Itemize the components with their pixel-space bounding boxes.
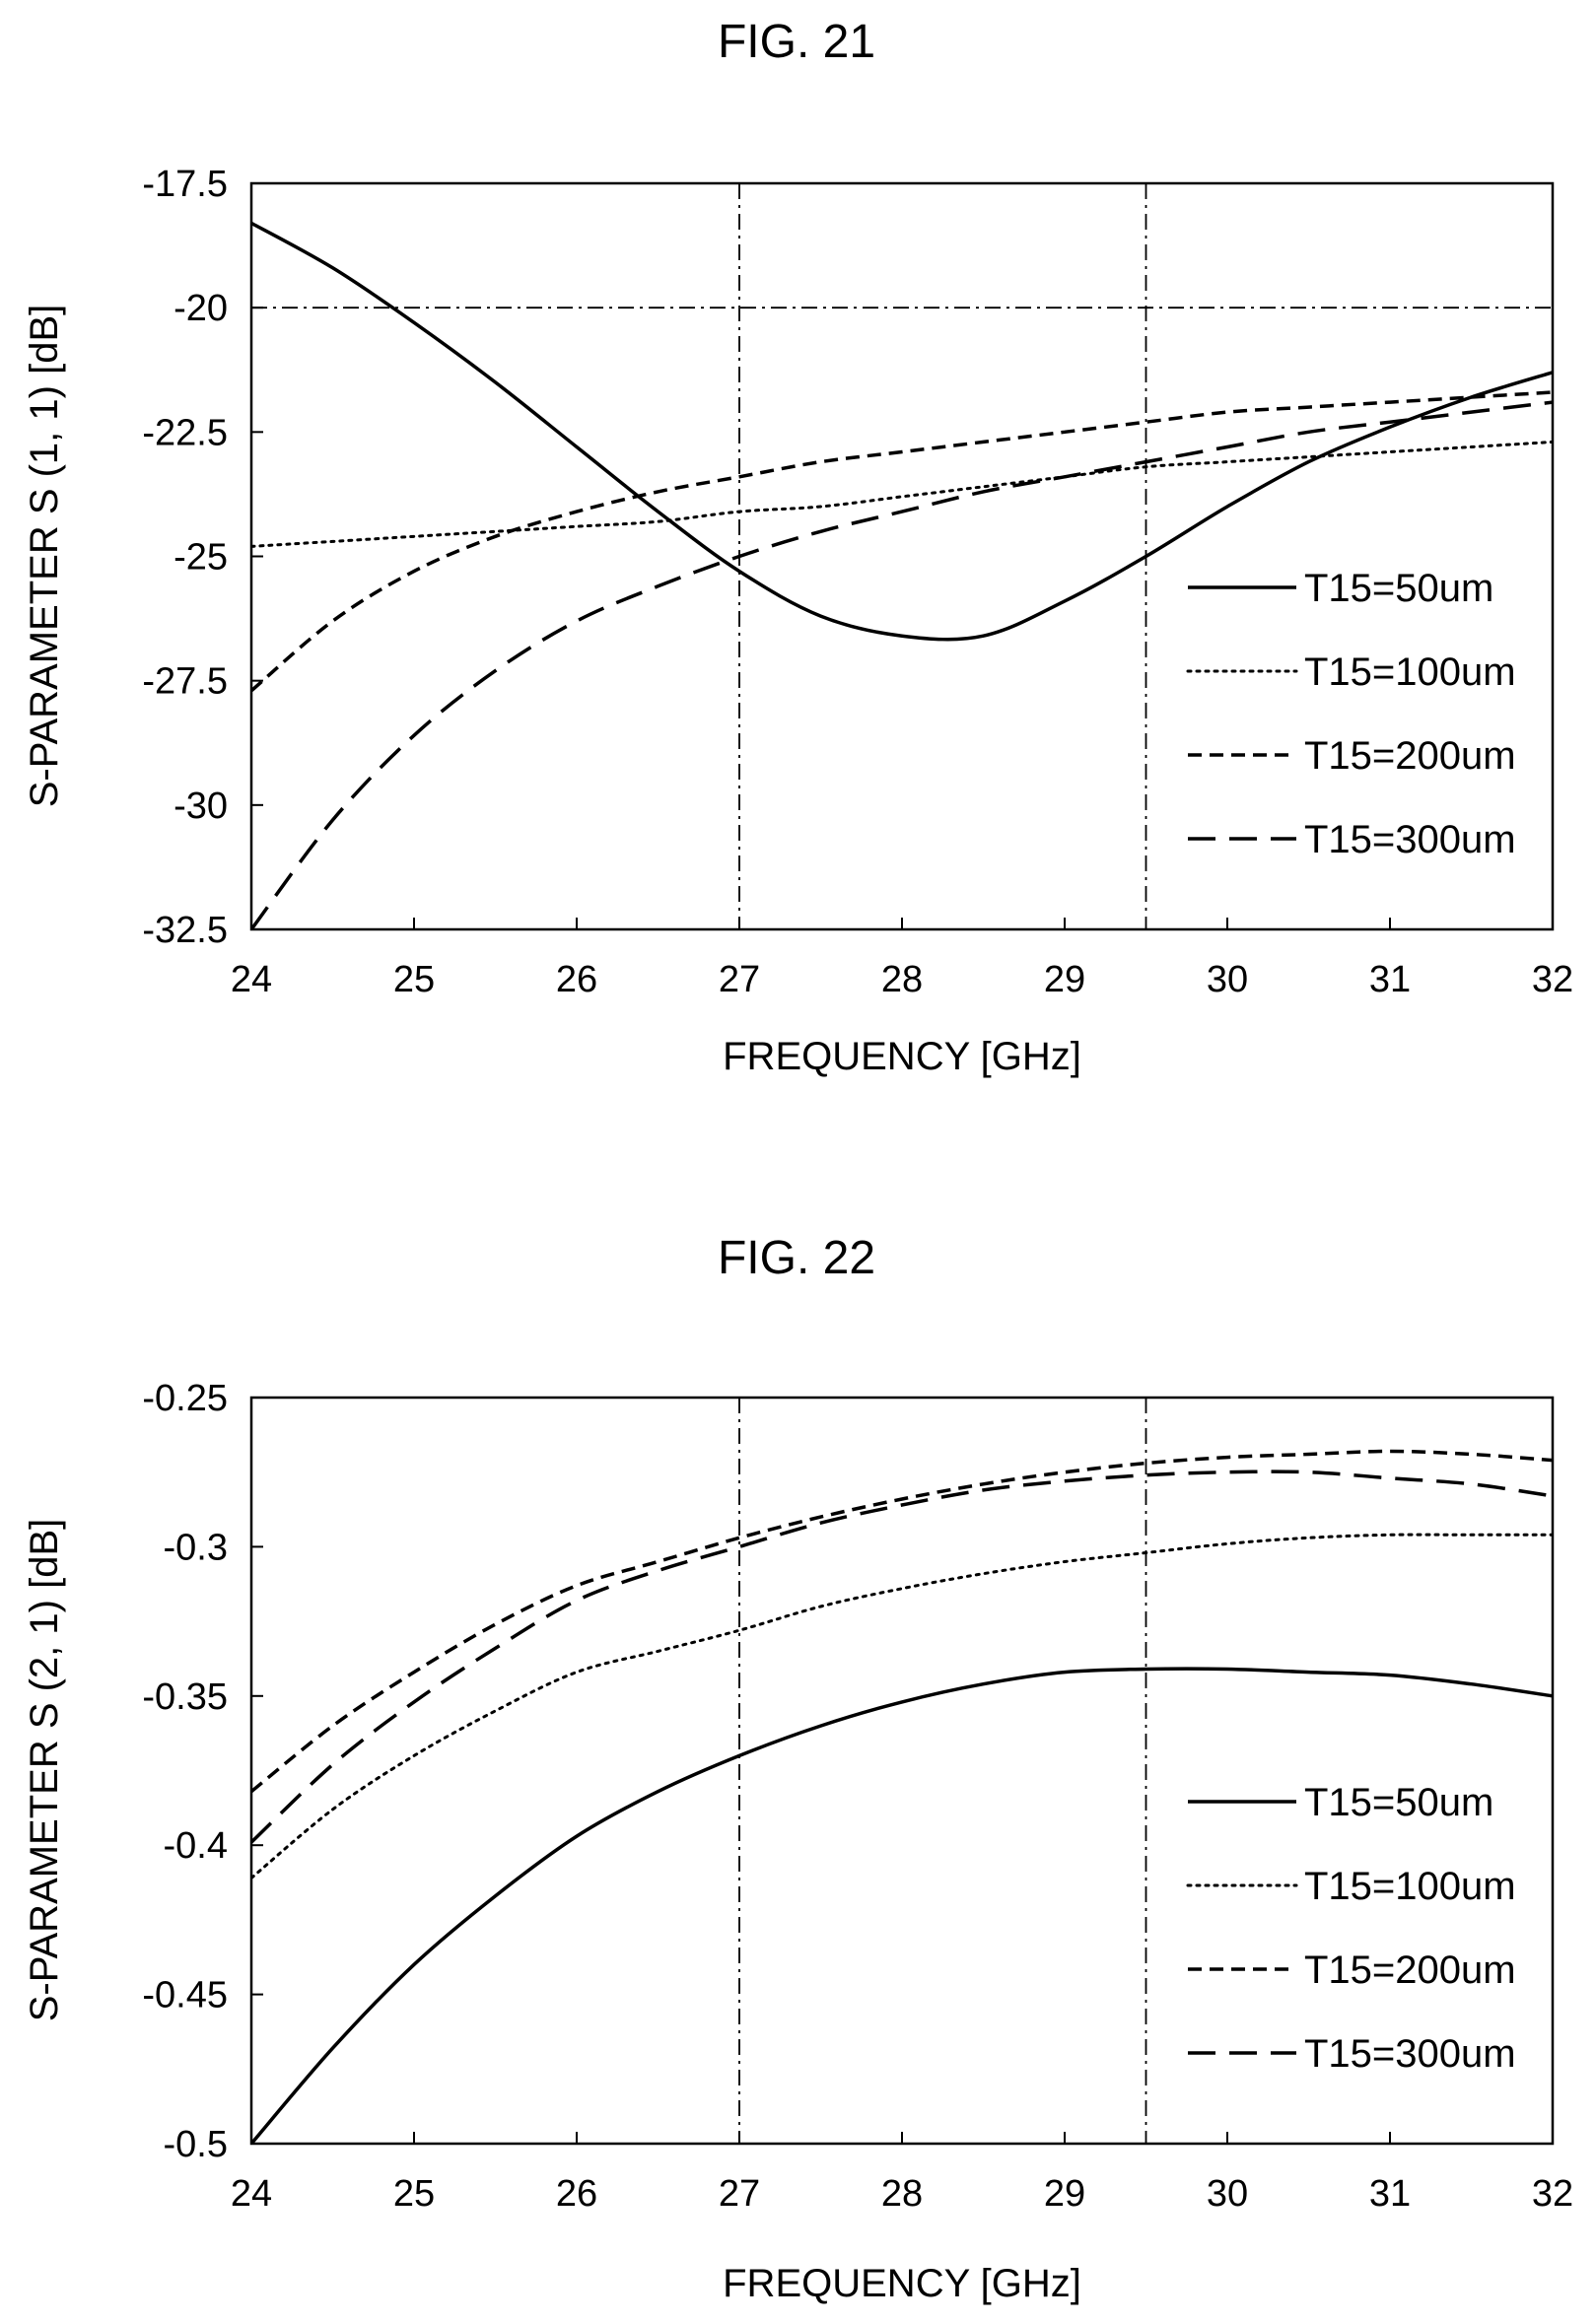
fig-22-title: FIG. 22 [718,1232,875,1284]
legend-label: T15=100um [1304,650,1516,694]
x-tick-label: 30 [1207,959,1248,1000]
fig-21-title: FIG. 21 [718,16,875,68]
legend-label: T15=200um [1304,1948,1516,1992]
x-tick-label: 25 [393,2173,435,2215]
series-line-t15-50um [251,221,1553,642]
y-tick-label: -22.5 [142,412,228,453]
x-axis-label: FREQUENCY [GHz] [723,1035,1081,1078]
legend-label: T15=300um [1304,818,1516,861]
x-tick-label: 31 [1369,959,1411,1000]
x-tick-label: 29 [1044,959,1085,1000]
x-tick-label: 27 [719,2173,760,2215]
series-line-t15-300um [251,400,1553,929]
y-tick-label: -20 [173,288,228,329]
x-tick-label: 28 [881,959,923,1000]
x-axis-label: FREQUENCY [GHz] [723,2262,1081,2305]
x-tick-label: 24 [231,959,272,1000]
y-axis-label: S-PARAMETER S (1, 1) [dB] [23,305,66,808]
y-tick-label: -0.35 [142,1676,228,1718]
series-line-t15-200um [251,1449,1553,1794]
legend-label: T15=200um [1304,734,1516,778]
y-tick-label: -0.4 [164,1825,228,1867]
chart-fig-21: 24 25 26 27 28 29 30 31 32 -17.5 -20 -22.5 -25 -27.5 -… [23,164,1573,1078]
x-tick-label: 32 [1532,959,1573,1000]
x-tick-label: 32 [1532,2173,1573,2215]
y-tick-label: -0.3 [164,1527,228,1568]
y-tick-label: -0.45 [142,1975,228,2016]
x-tick-label: 31 [1369,2173,1411,2215]
x-tick-label: 26 [556,959,597,1000]
y-tick-label: -30 [173,786,228,827]
chart-fig-22: 24 25 26 27 28 29 30 31 32 -0.25 -0.3 -0.35 -0.4 -0.4… [23,1378,1573,2305]
y-tick-label: -0.25 [142,1378,228,1419]
x-tick-label: 29 [1044,2173,1085,2215]
y-tick-label: -32.5 [142,910,228,951]
series-line-t15-200um [251,390,1553,693]
x-tick-label: 27 [719,959,760,1000]
y-tick-label: -27.5 [142,661,228,703]
x-tick-label: 25 [393,959,435,1000]
legend-label: T15=50um [1304,567,1493,610]
legend-label: T15=300um [1304,2032,1516,2076]
y-tick-label: -0.5 [164,2124,228,2165]
series-line-t15-50um [251,1667,1553,2144]
y-axis-label: S-PARAMETER S (2, 1) [dB] [23,1519,66,2022]
x-tick-label: 30 [1207,2173,1248,2215]
series-line-t15-100um [251,440,1553,548]
series-line-t15-100um [251,1533,1553,1880]
x-tick-label: 26 [556,2173,597,2215]
x-tick-label: 28 [881,2173,923,2215]
y-tick-label: -25 [173,537,228,579]
y-tick-label: -17.5 [142,164,228,205]
x-tick-label: 24 [231,2173,272,2215]
legend-label: T15=50um [1304,1781,1493,1824]
series-line-t15-300um [251,1470,1553,1844]
legend-label: T15=100um [1304,1865,1516,1908]
